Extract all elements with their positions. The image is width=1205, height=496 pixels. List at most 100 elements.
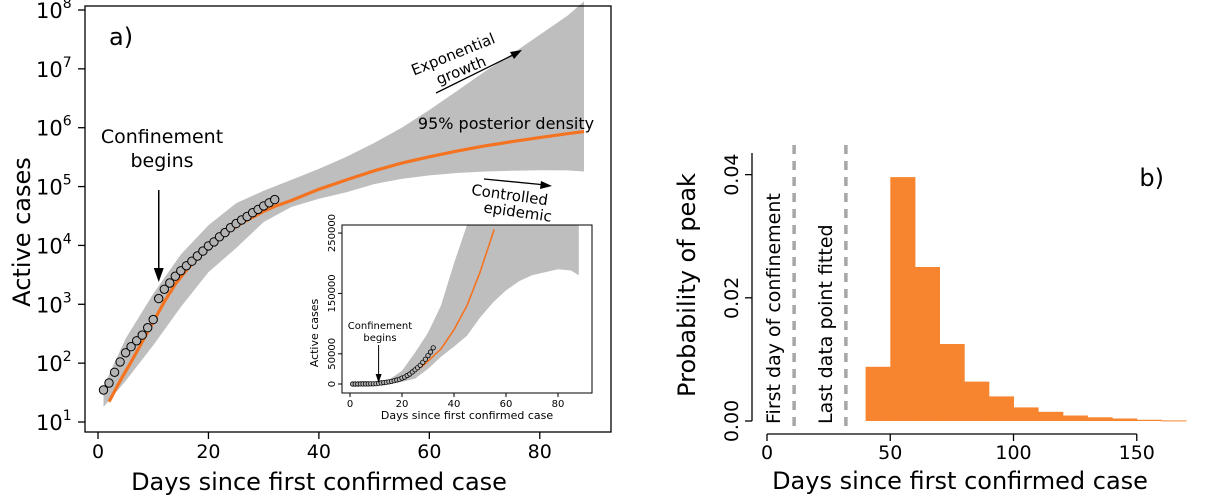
inset-y-axis-label: Active cases [308, 298, 321, 367]
inset-y-tick-label: 150000 [327, 274, 338, 312]
histogram-bar [1038, 411, 1064, 421]
y-tick-label: 105 [36, 173, 72, 200]
histogram-bar [1136, 419, 1162, 421]
inset-observed-point [422, 356, 428, 362]
inset-x-ticks: 0 20 40 60 80 [347, 393, 565, 410]
observed-point [159, 284, 170, 294]
observed-points [98, 194, 280, 395]
panel-b-histogram: First day of confinement Last data point … [673, 145, 1187, 495]
x-tick-label: 80 [528, 441, 552, 463]
observed-point [120, 348, 131, 358]
peak-probability-bars [865, 177, 1187, 422]
inset-posterior-band [352, 225, 579, 384]
observed-point [126, 342, 136, 352]
x-tick-label: 150 [1119, 442, 1155, 464]
x-tick-label: 60 [417, 441, 441, 463]
histogram-bar [939, 344, 965, 421]
y-tick-label: 106 [36, 114, 72, 141]
inset-x-axis-label: Days since first confirmed case [381, 409, 553, 422]
inset-confinement-arrowhead [375, 374, 382, 383]
histogram-bar [865, 366, 891, 421]
controlled-epidemic-arrowhead [540, 181, 552, 189]
observed-point [115, 357, 125, 367]
inset-y-ticks: 0 50000 150000 250000 [327, 214, 342, 387]
histogram-bar [1112, 418, 1138, 421]
panel-b-axes [751, 153, 1137, 435]
observed-point [143, 323, 153, 333]
x-tick-label: 40 [307, 441, 331, 463]
inset-observed-point [427, 349, 434, 355]
y-tick-label: 108 [36, 0, 72, 23]
observed-point [165, 278, 175, 288]
inset-y-tick-label: 0 [327, 381, 338, 387]
inset-x-tick-label: 40 [448, 399, 461, 410]
y-tick-label: 102 [36, 349, 72, 376]
inset-x-tick-label: 0 [347, 399, 353, 410]
panel-a-y-ticks: 101 102 103 104 105 106 107 108 [36, 0, 85, 435]
y-tick-label: 0.00 [721, 400, 743, 442]
inset-x-tick-label: 80 [552, 399, 565, 410]
x-tick-label: 20 [196, 441, 220, 463]
observed-point [98, 385, 109, 395]
panel-b-x-axis-label: Days since first confirmed case [772, 467, 1148, 495]
inset-observed-point [430, 345, 436, 351]
inset-y-tick-label: 50000 [327, 338, 338, 370]
reference-lines: First day of confinement Last data point … [763, 145, 848, 432]
fitted-curve [107, 130, 585, 403]
panel-a-frame [84, 5, 612, 433]
panel-b-y-axis-label: Probability of peak [673, 173, 701, 397]
exponential-growth-arrow [435, 52, 518, 94]
y-tick-label: 101 [36, 408, 72, 435]
observed-point [270, 194, 280, 205]
observed-point [148, 314, 158, 325]
panel-a-label: a) [109, 23, 133, 51]
inset-observed-points [349, 345, 436, 387]
observed-point [154, 293, 164, 304]
inset-y-tick-label: 250000 [327, 214, 338, 252]
confinement-annotation-line2: begins [130, 150, 193, 172]
posterior-density-label: 95% posterior density [418, 114, 594, 133]
confinement-annotation-line1: Confinement [101, 126, 223, 148]
posterior-density-band [103, 1, 584, 408]
reference-line-label: First day of confinement [763, 193, 785, 424]
observed-point [170, 271, 181, 281]
x-tick-label: 0 [761, 442, 773, 464]
y-tick-label: 107 [36, 55, 72, 82]
histogram-bar [1013, 407, 1039, 421]
observed-point [109, 367, 120, 377]
histogram-bar [1087, 417, 1113, 421]
histogram-bar [988, 396, 1014, 421]
x-tick-label: 0 [92, 441, 104, 463]
inset-x-tick-label: 20 [396, 399, 409, 410]
inset-confinement-line1: Confinement [348, 321, 412, 332]
inset-confinement-line2: begins [363, 333, 396, 344]
y-tick-label: 103 [36, 290, 72, 317]
y-tick-label: 104 [36, 231, 72, 258]
histogram-bar [914, 267, 940, 421]
y-tick-label: 0.02 [721, 277, 743, 319]
panel-a-log-chart: 0 20 40 60 80 101 102 103 104 105 106 107 108 Days … [8, 0, 612, 496]
inset-x-tick-label: 60 [500, 399, 513, 410]
panel-b-y-ticks: 0.00 0.02 0.04 [721, 153, 752, 442]
inset-frame [341, 224, 593, 394]
x-tick-label: 100 [995, 442, 1031, 464]
histogram-bar [964, 381, 990, 421]
y-tick-label: 0.04 [721, 153, 743, 195]
reference-line-label: Last data point fitted [815, 224, 837, 424]
panel-a-y-axis-label: Active cases [8, 157, 36, 307]
observed-point [104, 378, 114, 388]
panel-b-x-ticks: 0 50 100 150 [761, 434, 1155, 464]
inset-observed-point [425, 352, 431, 359]
panel-b-label: b) [1139, 164, 1164, 192]
inset-linear-chart: 0 20 40 60 80 0 50000 150000 250000 Days since … [308, 214, 593, 422]
exponential-growth-arrowhead [510, 50, 522, 59]
histogram-bar [890, 177, 916, 421]
observed-point [137, 330, 147, 340]
observed-point [132, 336, 142, 346]
panel-a-x-axis-label: Days since first confirmed case [131, 468, 507, 496]
histogram-bar [1161, 420, 1187, 422]
x-tick-label: 50 [878, 442, 902, 464]
panel-a-x-ticks: 0 20 40 60 80 [92, 432, 552, 463]
controlled-epidemic-arrow [483, 178, 547, 186]
